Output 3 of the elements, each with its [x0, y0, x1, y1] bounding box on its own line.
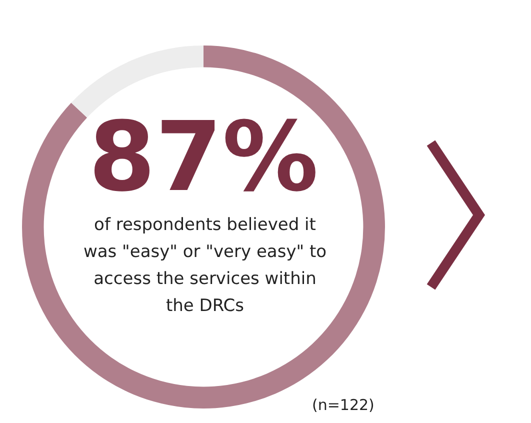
- data-label: 87%: [88, 100, 318, 213]
- text: (n=122): [312, 396, 374, 414]
- text: of respondents believed it was "easy" or "very easy" to access the services within the DRCs: [82, 214, 328, 318]
